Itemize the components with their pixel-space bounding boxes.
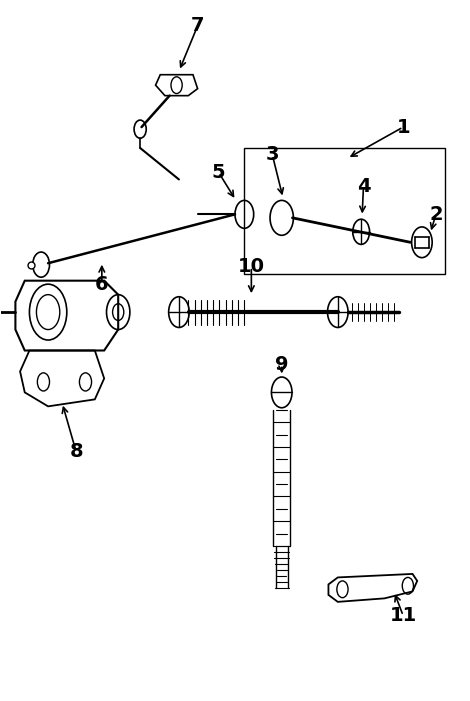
Text: 1: 1 [396, 118, 410, 137]
Text: 2: 2 [429, 205, 443, 224]
Text: 3: 3 [266, 146, 279, 165]
Text: 5: 5 [212, 163, 226, 182]
Text: 9: 9 [275, 355, 289, 374]
Text: 10: 10 [238, 257, 265, 276]
Text: 8: 8 [70, 442, 83, 461]
Text: 4: 4 [357, 177, 370, 196]
Text: 6: 6 [95, 275, 109, 294]
Text: 7: 7 [191, 16, 204, 35]
Text: 11: 11 [390, 606, 417, 625]
